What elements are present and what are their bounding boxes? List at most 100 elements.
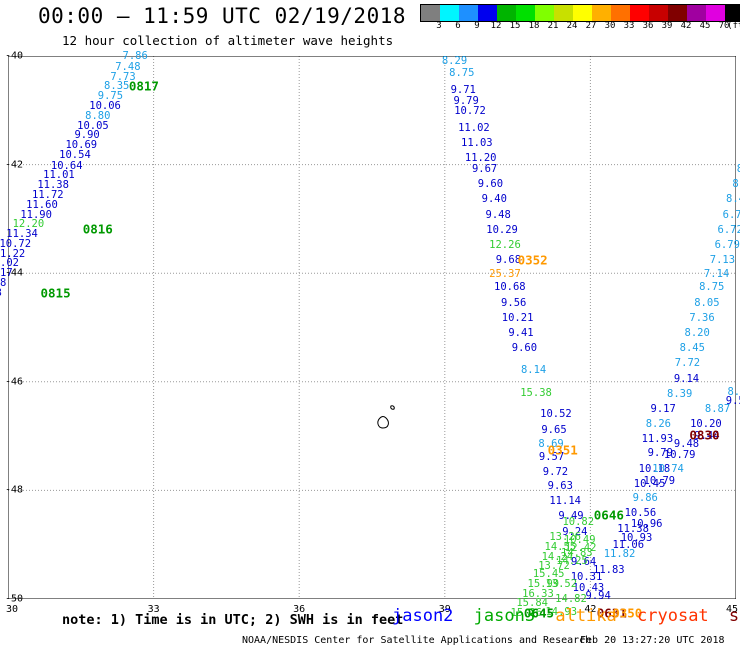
- swh-value: 10.20: [690, 418, 722, 431]
- swh-value: 9.86: [632, 492, 658, 504]
- swh-value: 14.93: [545, 606, 578, 619]
- legend-swatch: [497, 5, 516, 21]
- swh-value: 14.82: [555, 593, 587, 605]
- swh-value: 11.93: [641, 433, 674, 446]
- swh-value: 8.05: [694, 296, 720, 309]
- legend-swatch: [440, 5, 459, 21]
- legend-swatch: [706, 5, 725, 21]
- legend-label: 33: [623, 21, 635, 31]
- swh-value: 10.18: [638, 462, 671, 475]
- swh-value: 10.21: [501, 311, 534, 324]
- swh-value: 10.31: [570, 571, 603, 584]
- legend-swatch: [516, 5, 535, 21]
- swh-value: 10.74: [652, 462, 684, 475]
- latitude-label: -44: [5, 267, 24, 279]
- swh-value: 9.48: [673, 437, 700, 450]
- legend-swatch: [611, 5, 630, 21]
- swh-value: 9.75: [97, 90, 124, 103]
- latitude-label: -48: [5, 484, 24, 496]
- swh-value: 8.75: [699, 281, 725, 294]
- swh-value: 9.94: [585, 590, 611, 603]
- legend-swatch: [668, 5, 687, 21]
- swh-value: 11.72: [31, 189, 64, 201]
- swh-value: 9.90: [74, 129, 100, 142]
- pass-time-label: 0817: [128, 78, 159, 94]
- swh-value: 11.83: [593, 563, 625, 576]
- pass-time-label: 0646: [593, 507, 624, 523]
- legend-label: 21: [547, 21, 559, 31]
- map-area: -40 -42 -44 -46 -48 -50 30 33 36 39 42 45 7.86 7.48…: [0, 50, 740, 621]
- legend-label: 36: [642, 21, 654, 31]
- swh-value: 10.38: [0, 276, 7, 289]
- pass-time-label: 0631: [596, 605, 627, 621]
- legend-label: 45: [699, 21, 711, 31]
- swh-value: 9.63: [547, 480, 573, 493]
- swh-value: 11.60: [26, 198, 58, 211]
- swh-value: 8.69: [538, 437, 564, 450]
- swh-value: 9.14: [673, 372, 700, 385]
- swh-value: 8.80: [85, 109, 111, 122]
- swh-value: 8: [736, 162, 740, 175]
- swh-value: 14.24: [541, 550, 574, 563]
- longitude-label: 30: [5, 604, 19, 615]
- latitude-label: -46: [5, 376, 24, 388]
- swh-value: 9.49: [558, 510, 584, 523]
- swh-value: 11.90: [20, 208, 52, 221]
- swh-value: 12.20: [12, 218, 45, 231]
- swh-value: 11.01: [43, 169, 75, 182]
- swh-value: 15.84: [516, 597, 548, 610]
- legend-swatch: [592, 5, 611, 21]
- swh-value: 9.60: [511, 342, 538, 355]
- swh-value: 10.43: [572, 582, 605, 595]
- swh-value: 10.02: [0, 257, 19, 270]
- legend-swatch: [630, 5, 649, 21]
- swh-value: 10.69: [65, 139, 98, 152]
- legend-label: 42: [680, 21, 692, 31]
- pass-time-label: 0645: [523, 605, 555, 621]
- swh-value: 9.68: [495, 254, 522, 267]
- swh-value: 10.82: [562, 515, 595, 528]
- swh-value: 7.48: [115, 60, 141, 73]
- swh-value: 9.24: [562, 525, 588, 538]
- swh-value: 9.60: [477, 178, 504, 191]
- swh-value: 11.20: [464, 152, 497, 165]
- legend-label: 30: [604, 21, 616, 31]
- swh-value: 10.29: [486, 223, 518, 236]
- swh-value: 9.65: [541, 423, 567, 436]
- swh-value: 9.56: [501, 297, 527, 310]
- swh-value: 11.02: [458, 121, 490, 134]
- legend-label: 3: [436, 21, 442, 31]
- swh-value: 12.42: [564, 541, 597, 554]
- swh-value: 11.14: [549, 495, 581, 508]
- swh-value: 7.13: [709, 254, 736, 267]
- pass-time-label: 0351: [547, 442, 578, 458]
- swh-value: 9.67: [471, 162, 498, 175]
- swh-value: 7.72: [674, 357, 701, 370]
- satellite-altika: altika: [555, 606, 617, 626]
- swh-value: 7.86: [122, 50, 148, 62]
- pass-time-label: 0352: [517, 252, 548, 268]
- island-coastline: [377, 416, 389, 429]
- legend-label: 9: [474, 21, 480, 31]
- page-title: 00:00 – 11:59 UTC 02/19/2018: [38, 4, 407, 28]
- satellite-jason2: jason2: [392, 606, 454, 626]
- swh-value: 9.71: [450, 83, 476, 96]
- legend-swatch: [687, 5, 706, 21]
- legend-swatch: [478, 5, 497, 21]
- swh-value: 10.45: [633, 477, 666, 490]
- swh-value: 12.26: [489, 238, 521, 251]
- longitude-label: 42: [584, 604, 597, 615]
- longitude-label: 36: [293, 604, 306, 615]
- swh-value: 11.06: [612, 538, 645, 551]
- legend-label: 6: [455, 21, 461, 31]
- swh-value: 15.99: [527, 577, 560, 590]
- swh-value: 10.06: [89, 99, 121, 112]
- latitude-label: -42: [5, 159, 24, 171]
- swh-value: 11.38: [37, 179, 69, 192]
- swh-value: 10.79: [663, 448, 696, 461]
- pass-time-label: 0816: [82, 221, 113, 237]
- swh-value: 13.26: [549, 531, 581, 544]
- satellite-s3a: s3a: [728, 606, 740, 626]
- swh-value: 8.39: [667, 387, 693, 400]
